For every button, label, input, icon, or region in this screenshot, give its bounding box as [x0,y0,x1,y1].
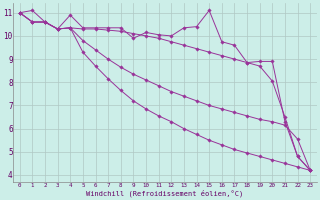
X-axis label: Windchill (Refroidissement éolien,°C): Windchill (Refroidissement éolien,°C) [86,189,244,197]
